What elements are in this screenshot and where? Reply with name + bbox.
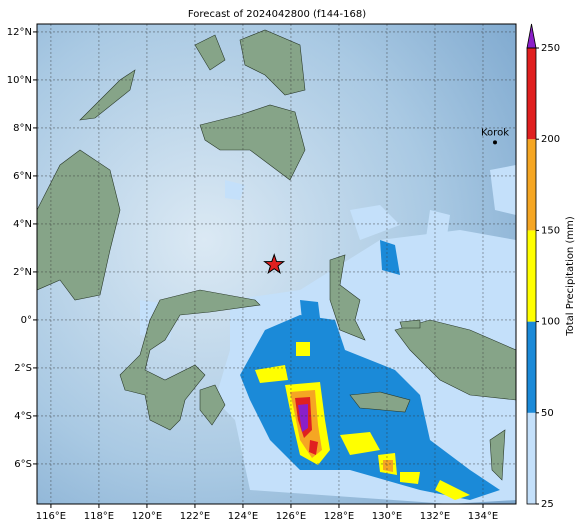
colorbar-tick-label: 150 [541, 225, 560, 236]
colorbar-segment [527, 230, 536, 322]
colorbar-segment [527, 412, 536, 504]
colorbar-segment [527, 48, 536, 140]
precip-area [435, 480, 470, 500]
y-tick-label: 2°N [13, 267, 32, 278]
colorbar-frame [526, 47, 537, 505]
precip-area [490, 165, 516, 215]
precip-area [296, 342, 310, 356]
place-label: Korok [481, 127, 509, 138]
x-tick-label: 118°E [84, 511, 114, 522]
star-marker [263, 253, 286, 275]
colorbar-segment [527, 139, 536, 231]
y-tick-label: 12°N [7, 27, 32, 38]
map-area [37, 24, 516, 504]
colorbar-label: Total Precipitation (mm) [565, 216, 576, 337]
colorbar-segment [527, 321, 536, 413]
y-tick-label: 2°S [14, 363, 32, 374]
x-tick-label: 130°E [372, 511, 402, 522]
precip-area [298, 404, 308, 432]
precip-area [350, 205, 400, 240]
x-tick-label: 126°E [276, 511, 306, 522]
map-frame [36, 23, 517, 505]
precip-area [300, 300, 320, 320]
y-tick-label: 6°N [13, 171, 32, 182]
land [37, 29, 516, 481]
precip-area [309, 440, 318, 455]
x-tick-label: 128°E [324, 511, 354, 522]
precip-area [400, 472, 420, 484]
colorbar-tick-label: 50 [541, 408, 554, 419]
x-tick-label: 124°E [228, 511, 258, 522]
y-tick-label: 8°N [13, 123, 32, 134]
colorbar-tick-label: 250 [541, 43, 560, 54]
precip-area [340, 432, 380, 455]
colorbar-extend [526, 23, 537, 49]
precip-area [255, 365, 288, 383]
place-marker [492, 140, 497, 145]
precip-area [380, 240, 400, 275]
y-tick-label: 6°S [14, 459, 32, 470]
x-tick-label: 132°E [420, 511, 450, 522]
y-tick-label: 0° [21, 315, 32, 326]
x-tick-label: 116°E [36, 511, 66, 522]
y-tick-label: 10°N [7, 75, 32, 86]
precip-area [225, 180, 245, 200]
colorbar-tick-label: 25 [541, 499, 554, 510]
precip-area [425, 210, 450, 250]
x-tick-label: 120°E [132, 511, 162, 522]
precip-area [383, 460, 393, 472]
colorbar-tick-label: 100 [541, 317, 560, 328]
x-tick-label: 134°E [468, 511, 498, 522]
x-tick-label: 122°E [180, 511, 210, 522]
colorbar-tick-label: 200 [541, 134, 560, 145]
y-tick-label: 4°N [13, 219, 32, 230]
title: Forecast of 2024042800 (f144-168) [188, 9, 366, 20]
y-tick-label: 4°S [14, 411, 32, 422]
